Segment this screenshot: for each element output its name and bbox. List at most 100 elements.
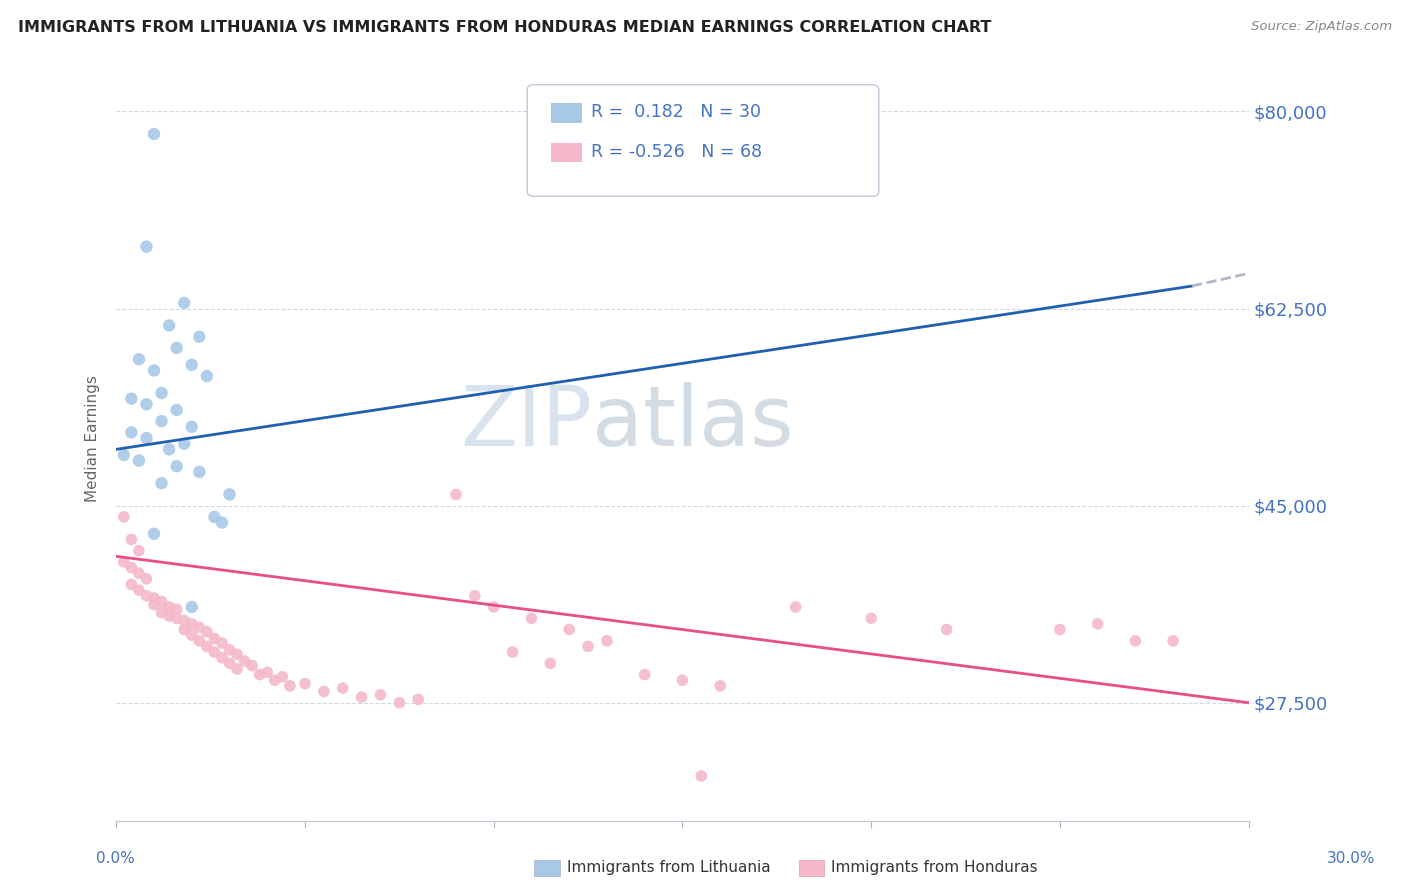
Point <box>120 392 142 406</box>
Point <box>202 632 225 646</box>
Point <box>128 453 150 467</box>
Point <box>256 665 278 680</box>
Point <box>143 363 166 377</box>
Point <box>135 572 157 586</box>
Point <box>143 127 166 141</box>
Point <box>1161 633 1184 648</box>
Point <box>150 386 173 401</box>
Point <box>860 611 883 625</box>
Point <box>211 516 233 530</box>
Point <box>218 642 240 657</box>
Point <box>195 624 218 639</box>
Point <box>444 487 467 501</box>
Point <box>112 448 135 462</box>
Point <box>502 645 524 659</box>
Point <box>576 640 599 654</box>
Point <box>143 598 166 612</box>
Point <box>634 667 657 681</box>
Point <box>294 676 316 690</box>
Text: Source: ZipAtlas.com: Source: ZipAtlas.com <box>1251 20 1392 33</box>
Point <box>226 648 249 662</box>
Point <box>482 600 505 615</box>
Point <box>520 611 543 625</box>
Point <box>157 600 180 615</box>
Point <box>188 633 211 648</box>
Point <box>240 658 263 673</box>
Point <box>157 609 180 624</box>
Point <box>120 533 142 547</box>
Point <box>180 358 202 372</box>
Point <box>709 679 731 693</box>
Point <box>188 465 211 479</box>
Point <box>538 657 561 671</box>
Point <box>173 296 195 310</box>
Point <box>211 650 233 665</box>
Point <box>157 442 180 457</box>
Point <box>388 696 411 710</box>
Point <box>180 419 202 434</box>
Point <box>180 628 202 642</box>
Point <box>128 566 150 581</box>
Y-axis label: Median Earnings: Median Earnings <box>86 375 100 501</box>
Point <box>1087 616 1109 631</box>
Point <box>135 431 157 445</box>
Point <box>128 352 150 367</box>
Point <box>370 688 392 702</box>
Point <box>157 318 180 333</box>
Point <box>690 769 713 783</box>
Point <box>188 329 211 343</box>
Point <box>935 623 957 637</box>
Point <box>120 560 142 574</box>
Point <box>112 509 135 524</box>
Point <box>143 526 166 541</box>
Point <box>596 633 619 648</box>
Point <box>218 487 240 501</box>
Text: ZIP: ZIP <box>460 383 592 463</box>
Point <box>128 583 150 598</box>
Text: IMMIGRANTS FROM LITHUANIA VS IMMIGRANTS FROM HONDURAS MEDIAN EARNINGS CORRELATIO: IMMIGRANTS FROM LITHUANIA VS IMMIGRANTS … <box>18 20 991 35</box>
Point <box>558 623 581 637</box>
Point <box>150 594 173 608</box>
Point <box>180 616 202 631</box>
Point <box>166 611 188 625</box>
Point <box>464 589 486 603</box>
Text: atlas: atlas <box>592 383 793 463</box>
Point <box>166 602 188 616</box>
Point <box>312 684 335 698</box>
Point <box>188 620 211 634</box>
Point <box>173 623 195 637</box>
Point <box>233 654 256 668</box>
Point <box>218 657 240 671</box>
Point <box>150 414 173 428</box>
Point <box>263 673 285 688</box>
Text: 30.0%: 30.0% <box>1327 851 1375 865</box>
Text: R = -0.526   N = 68: R = -0.526 N = 68 <box>591 143 762 161</box>
Point <box>120 425 142 440</box>
Point <box>173 436 195 450</box>
Point <box>166 403 188 417</box>
Point <box>350 690 373 705</box>
Point <box>150 476 173 491</box>
Point <box>166 341 188 355</box>
Point <box>202 645 225 659</box>
Point <box>278 679 301 693</box>
Point <box>150 606 173 620</box>
Text: R =  0.182   N = 30: R = 0.182 N = 30 <box>591 103 761 121</box>
Text: Immigrants from Lithuania: Immigrants from Lithuania <box>567 861 770 875</box>
Text: 0.0%: 0.0% <box>96 851 135 865</box>
Point <box>173 614 195 628</box>
Point <box>120 577 142 591</box>
Point <box>195 369 218 384</box>
Point <box>1049 623 1071 637</box>
Point <box>195 640 218 654</box>
Point <box>112 555 135 569</box>
Point <box>166 459 188 474</box>
Point <box>249 667 271 681</box>
Point <box>1125 633 1147 648</box>
Point <box>211 636 233 650</box>
Point <box>202 509 225 524</box>
Point <box>135 397 157 411</box>
Point <box>271 670 294 684</box>
Point <box>128 543 150 558</box>
Point <box>180 600 202 615</box>
